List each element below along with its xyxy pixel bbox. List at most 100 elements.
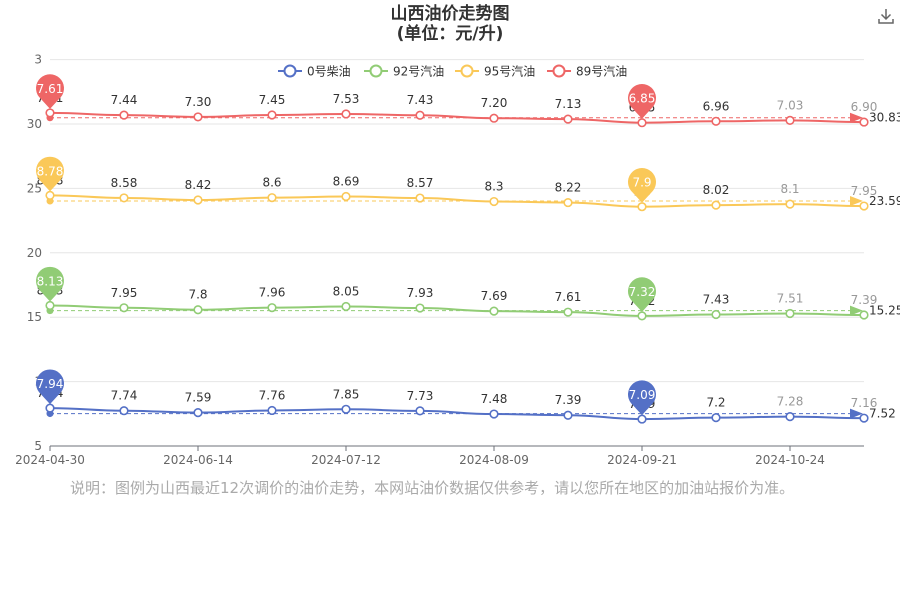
data-point[interactable]: [193, 408, 203, 418]
data-point[interactable]: [341, 191, 351, 202]
y-tick-label: 15: [27, 310, 42, 324]
data-point[interactable]: [267, 303, 277, 313]
data-point[interactable]: [489, 113, 499, 123]
legend-item-3[interactable]: 89号汽油: [547, 64, 627, 79]
data-point[interactable]: [785, 199, 795, 209]
data-label: 8.3: [484, 180, 503, 194]
data-point[interactable]: [785, 412, 795, 422]
data-point[interactable]: [415, 303, 425, 313]
data-point[interactable]: [341, 301, 351, 312]
data-label: 7.43: [407, 93, 434, 107]
average-line-arrow: [850, 305, 863, 316]
data-label: 7.2: [706, 396, 725, 410]
data-point[interactable]: [563, 197, 573, 208]
data-label: 7.43: [703, 292, 730, 306]
data-label: 7.51: [777, 291, 804, 305]
data-point[interactable]: [859, 117, 869, 127]
series-3: 30.83 7.61 7.44 7.30 7.45 7.53 7.43 7.20 7.13 6.8…: [36, 74, 900, 128]
data-point[interactable]: [45, 403, 55, 413]
x-tick-label: 2024-07-12: [311, 453, 381, 467]
average-label: 23.59: [869, 194, 900, 208]
data-point[interactable]: [637, 202, 647, 212]
data-point[interactable]: [415, 193, 425, 203]
marker-pin-shape: [628, 380, 657, 416]
legend-marker: [460, 64, 474, 78]
average-line-arrow: [850, 408, 863, 419]
legend-label: 95号汽油: [484, 64, 535, 79]
data-label: 7.45: [259, 93, 286, 107]
legend[interactable]: 0号柴油 92号汽油 95号汽油 89号汽油: [278, 64, 627, 79]
data-point[interactable]: [563, 114, 573, 124]
data-label: 7.95: [111, 286, 138, 300]
data-point[interactable]: [415, 406, 425, 416]
data-point[interactable]: [489, 196, 499, 207]
data-point[interactable]: [341, 109, 351, 119]
legend-label: 92号汽油: [393, 64, 444, 79]
min-marker: 6.85: [628, 84, 656, 119]
data-label: 7.48: [481, 392, 508, 406]
series-line: [49, 304, 865, 317]
chart-title-unit: (单位：元/升): [396, 24, 504, 44]
data-label: 6.90: [851, 100, 878, 114]
average-label: 30.83: [869, 111, 900, 125]
series-0: 7.52 7.94 7.74 7.59 7.76 7.85 7.73 7.48 7.39 7.09…: [36, 369, 896, 424]
x-tick-label: 2024-10-24: [755, 453, 825, 467]
x-tick-label: 2024-09-21: [607, 453, 677, 467]
data-point[interactable]: [119, 193, 129, 203]
data-point[interactable]: [45, 190, 55, 200]
marker-pin-shape: [628, 168, 656, 203]
data-point[interactable]: [637, 118, 647, 128]
data-point[interactable]: [267, 193, 277, 203]
data-label: 7.13: [555, 97, 582, 111]
marker-pin-label: 7.9: [632, 176, 651, 190]
data-point[interactable]: [119, 110, 129, 120]
data-label: 7.03: [777, 98, 804, 112]
average-label: 7.52: [869, 407, 896, 421]
marker-pin-shape: [36, 266, 65, 302]
download-icon[interactable]: [876, 6, 896, 26]
data-point[interactable]: [711, 200, 721, 210]
data-point[interactable]: [489, 306, 499, 316]
marker-pin-shape: [628, 84, 656, 119]
data-point[interactable]: [267, 110, 277, 120]
data-point[interactable]: [267, 405, 277, 416]
data-point[interactable]: [711, 309, 721, 320]
max-marker: 7.61: [36, 74, 65, 109]
data-point[interactable]: [859, 201, 869, 211]
data-label: 7.61: [555, 290, 582, 304]
data-point[interactable]: [785, 308, 795, 319]
y-tick-label: 20: [27, 246, 42, 260]
legend-item-1[interactable]: 92号汽油: [364, 64, 444, 79]
data-point[interactable]: [859, 310, 869, 320]
data-point[interactable]: [45, 300, 55, 311]
data-point[interactable]: [711, 116, 721, 126]
data-point[interactable]: [637, 311, 647, 321]
data-point[interactable]: [193, 195, 203, 205]
data-point[interactable]: [563, 410, 573, 420]
data-point[interactable]: [637, 414, 647, 424]
data-point[interactable]: [193, 305, 203, 315]
min-marker: 7.32: [628, 277, 657, 312]
data-label: 7.73: [407, 389, 434, 403]
legend-item-0[interactable]: 0号柴油: [278, 64, 351, 79]
data-point[interactable]: [341, 404, 351, 414]
data-point[interactable]: [489, 409, 499, 419]
data-point[interactable]: [119, 303, 129, 313]
data-point[interactable]: [193, 112, 203, 122]
data-point[interactable]: [415, 110, 425, 120]
data-label: 8.69: [333, 175, 360, 189]
marker-pin-shape: [36, 74, 65, 109]
data-point[interactable]: [563, 307, 573, 317]
legend-item-2[interactable]: 95号汽油: [455, 64, 535, 79]
series-line: [49, 194, 865, 208]
data-point[interactable]: [119, 406, 129, 416]
y-tick-label: 5: [34, 439, 42, 453]
data-point[interactable]: [785, 115, 795, 125]
marker-pin-shape: [36, 369, 65, 405]
data-label: 7.30: [185, 95, 212, 109]
data-point[interactable]: [45, 108, 55, 118]
marker-pin-label: 8.78: [37, 164, 64, 178]
data-point[interactable]: [859, 413, 869, 423]
data-point[interactable]: [711, 413, 721, 423]
data-label: 7.69: [481, 289, 508, 303]
